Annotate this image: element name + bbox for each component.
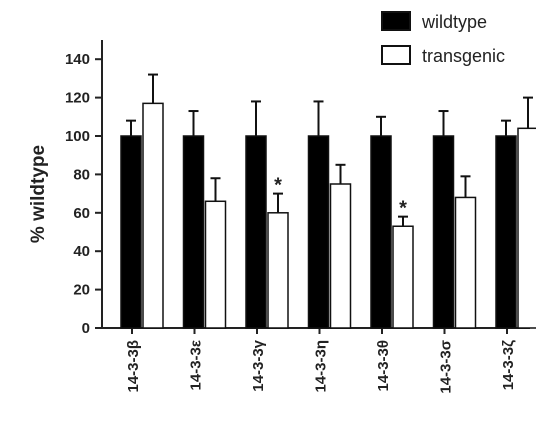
legend-swatch-transgenic: [382, 46, 410, 64]
y-tick-label: 20: [73, 282, 90, 299]
bar-wildtype: [246, 136, 266, 328]
y-tick-label: 80: [73, 166, 90, 183]
bar-transgenic: [143, 103, 163, 328]
bar-wildtype: [434, 136, 454, 328]
chart-bars: 14-3-3β 14-3-3ε 14-3-3γ 14-3-3η 14-3-3θ 14-3-…: [121, 75, 536, 394]
y-tick-label: 60: [73, 205, 90, 222]
legend-swatch-wildtype: [382, 12, 410, 30]
category-label: 14-3-3σ: [438, 340, 455, 394]
category-label: 14-3-3η: [313, 340, 330, 393]
y-tick-label: 0: [82, 320, 90, 337]
bar-transgenic: [393, 226, 413, 328]
significance-marker: *: [274, 175, 282, 197]
y-tick-label: 40: [73, 243, 90, 260]
y-axis-title: % wildtype: [28, 145, 49, 243]
y-tick-label: 100: [65, 128, 90, 145]
bar-transgenic: [456, 197, 476, 328]
bar-transgenic: [331, 184, 351, 328]
bar-transgenic: [206, 201, 226, 328]
bar-wildtype: [121, 136, 141, 328]
bar-transgenic: [268, 213, 288, 328]
bar-transgenic: [518, 128, 536, 328]
category-label: 14-3-3γ: [250, 339, 267, 391]
category-label: 14-3-3θ: [375, 340, 392, 391]
category-label: 14-3-3ζ: [500, 340, 517, 390]
category-label: 14-3-3β: [125, 340, 142, 393]
significance-marker: *: [399, 198, 407, 220]
y-tick-label: 140: [65, 51, 90, 68]
bar-wildtype: [184, 136, 204, 328]
chart-legend: wildtype transgenic: [382, 12, 505, 66]
y-tick-label: 120: [65, 90, 90, 107]
category-label: 14-3-3ε: [188, 340, 205, 390]
bar-wildtype: [309, 136, 329, 328]
legend-label-wildtype: wildtype: [421, 12, 487, 32]
legend-label-transgenic: transgenic: [422, 46, 505, 66]
bar-wildtype: [371, 136, 391, 328]
bar-wildtype: [496, 136, 516, 328]
